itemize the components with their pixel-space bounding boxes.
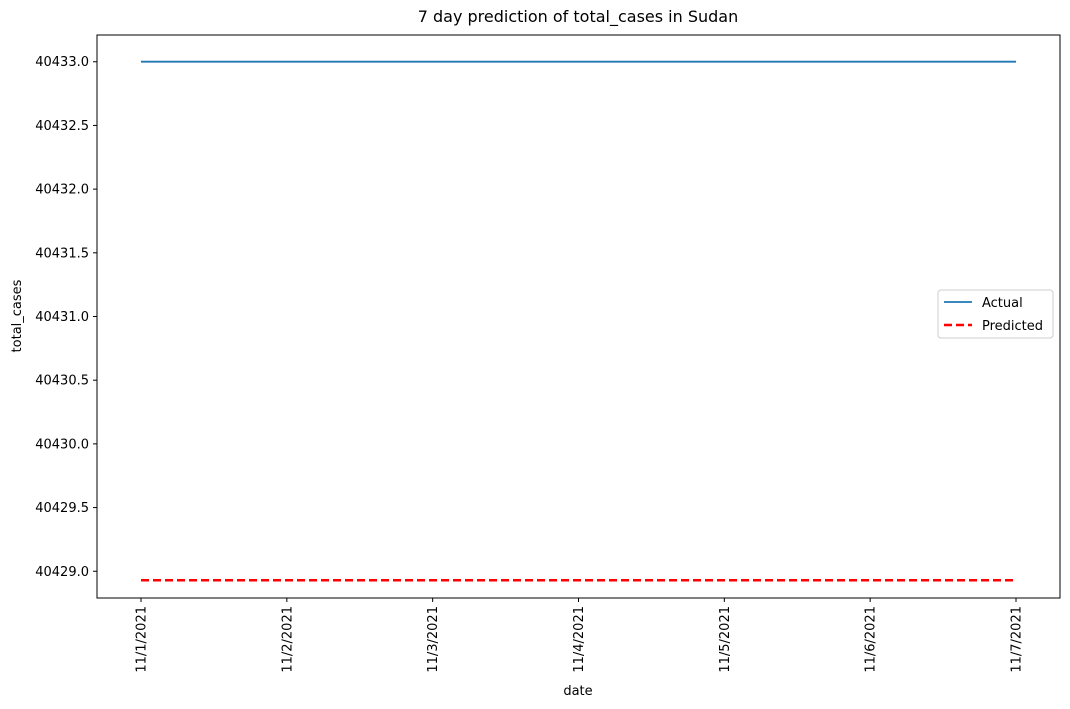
x-tick-label: 11/7/2021 (1010, 606, 1025, 673)
y-tick-label: 40430.5 (35, 374, 89, 389)
series-layer (141, 60, 1016, 582)
y-tick-label: 40430.0 (35, 437, 89, 452)
x-tick-label: 11/2/2021 (280, 606, 295, 673)
y-tick-label: 40431.0 (35, 310, 89, 325)
y-tick-label: 40429.5 (35, 501, 89, 516)
y-axis-title: total_cases (10, 279, 25, 352)
x-axis: 11/1/2021 11/2/2021 11/3/2021 11/4/2021 11/5… (135, 598, 1025, 673)
y-tick-label: 40431.5 (35, 246, 89, 261)
x-axis-title: date (563, 684, 592, 699)
y-tick-label: 40433.0 (35, 55, 89, 70)
x-tick-label: 11/4/2021 (572, 606, 587, 673)
x-tick-label: 11/5/2021 (718, 606, 733, 673)
plot-area (97, 35, 1060, 598)
legend-label-predicted: Predicted (982, 319, 1043, 334)
x-tick-label: 11/1/2021 (135, 606, 150, 673)
x-tick-label: 11/6/2021 (864, 606, 879, 673)
legend: Actual Predicted (937, 289, 1054, 339)
plot-frame (96, 34, 1061, 599)
legend-label-actual: Actual (982, 296, 1023, 311)
y-tick-label: 40429.0 (35, 565, 89, 580)
y-tick-label: 40432.0 (35, 183, 89, 198)
y-axis: 40429.0 40429.5 40430.0 40430.5 40431.0 40431… (35, 55, 97, 580)
x-tick-label: 11/3/2021 (426, 606, 441, 673)
chart-title: 7 day prediction of total_cases in Sudan (418, 7, 739, 27)
y-tick-label: 40432.5 (35, 119, 89, 134)
